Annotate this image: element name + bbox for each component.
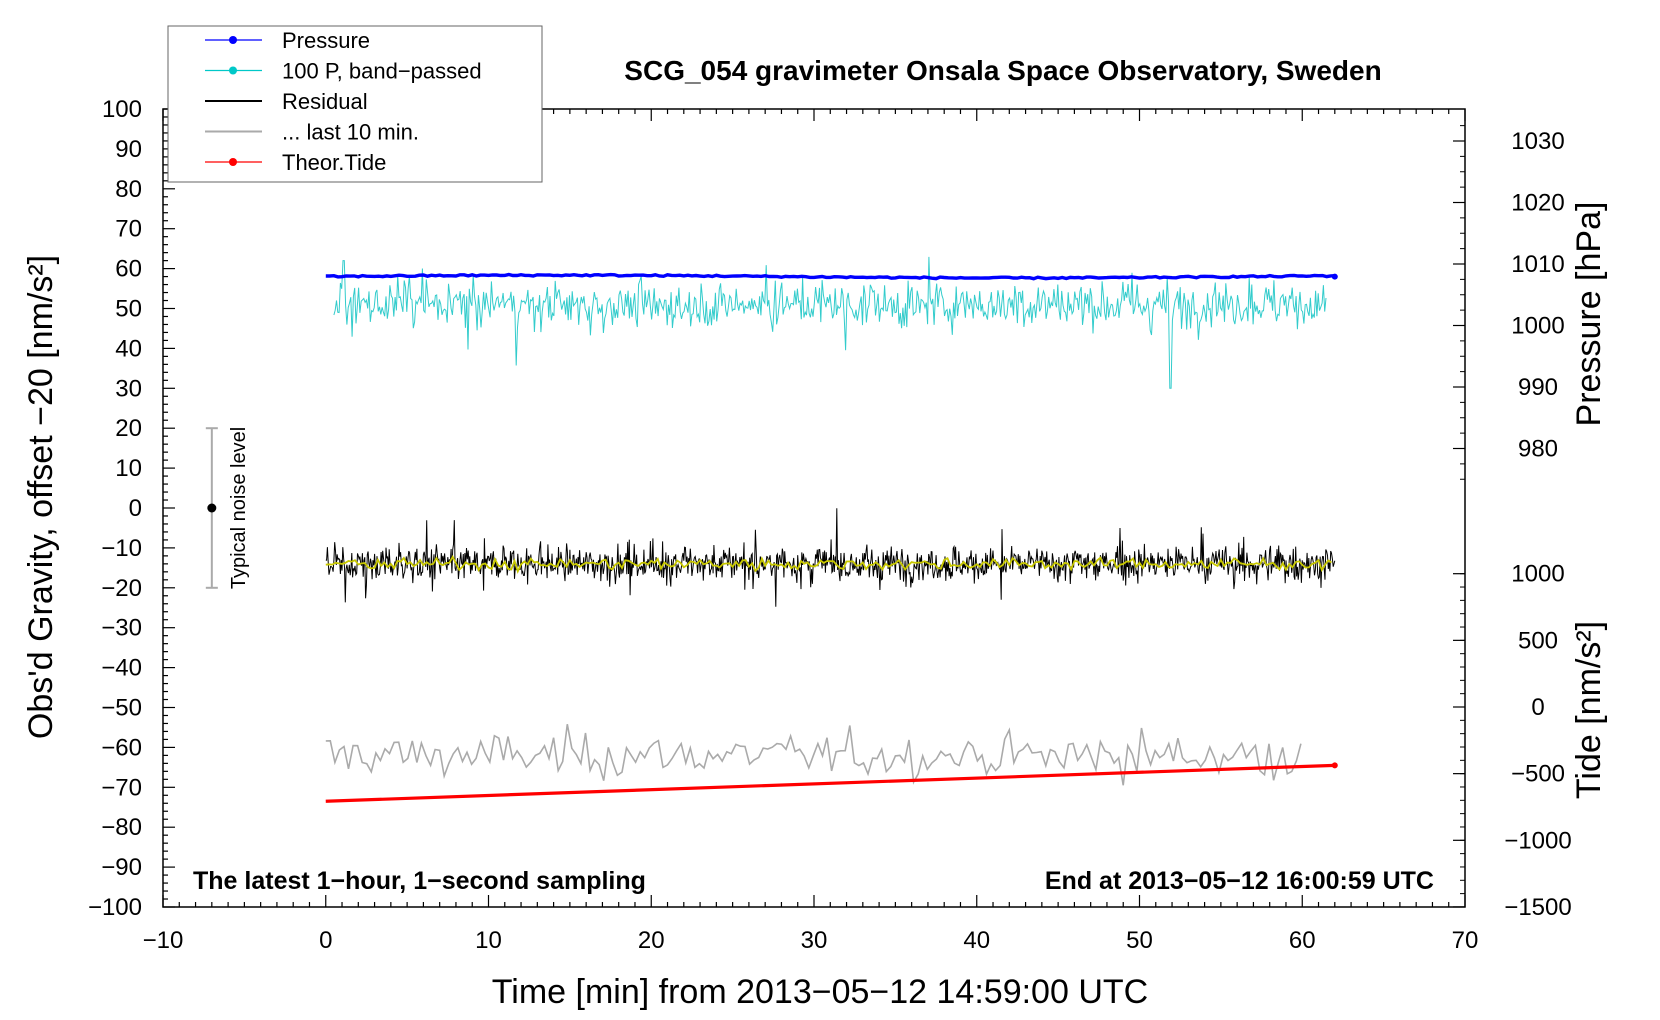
noise-level-label: Typical noise level — [228, 427, 250, 589]
y-left-tick-label: −100 — [88, 894, 142, 921]
tide-tick-label: 500 — [1518, 627, 1558, 654]
y-left-tick-label: 40 — [115, 335, 142, 362]
y-axis-tide-title: Tide [nm/s²] — [1570, 621, 1608, 799]
y-left-tick-label: −30 — [101, 615, 142, 642]
legend-entries: Pressure 100 P, band−passed Residual ... la… — [205, 28, 482, 175]
y-left-tick-label: 90 — [115, 136, 142, 163]
y-axis-pressure-title: Pressure [hPa] — [1570, 202, 1608, 427]
y-left-tick-label: −10 — [101, 535, 142, 562]
pressure-tick-label: 1010 — [1511, 251, 1564, 278]
series-theor-tide-end-point — [1331, 762, 1338, 769]
legend-label: ... last 10 min. — [282, 120, 419, 145]
legend-label: Theor.Tide — [282, 150, 386, 175]
y-left-tick-label: −40 — [101, 655, 142, 682]
y-left-tick-label: −50 — [101, 695, 142, 722]
y-left-tick-label: 70 — [115, 216, 142, 243]
sampling-annotation: The latest 1−hour, 1−second sampling — [193, 867, 646, 895]
tide-tick-label: 0 — [1531, 694, 1544, 721]
y-left-tick-label: 10 — [115, 455, 142, 482]
x-tick-label: −10 — [143, 927, 184, 954]
x-tick-label: 60 — [1289, 927, 1316, 954]
tide-tick-label: 1000 — [1511, 561, 1564, 588]
legend-marker — [229, 36, 237, 44]
x-tick-label: 10 — [475, 927, 502, 954]
series-pressure-line — [325, 272, 1335, 281]
legend-marker — [229, 158, 237, 166]
legend: Pressure 100 P, band−passed Residual ... la… — [167, 25, 543, 183]
chart-title: SCG_054 gravimeter Onsala Space Observat… — [624, 55, 1381, 86]
y-axis-left-title: Obs'd Gravity, offset −20 [nm/s²] — [22, 255, 60, 739]
y-left-tick-label: −80 — [101, 814, 142, 841]
tide-tick-label: −500 — [1511, 761, 1565, 788]
y-left-tick-label: 30 — [115, 375, 142, 402]
y-left-tick-label: 0 — [129, 495, 142, 522]
noise-bar-center-point — [207, 503, 217, 513]
y-left-tick-label: 50 — [115, 296, 142, 323]
series-band-passed-line — [333, 256, 1327, 389]
legend-label: 100 P, band−passed — [282, 59, 482, 84]
series-residual-line — [325, 508, 1336, 607]
plot-frame — [162, 108, 1466, 908]
pressure-tick-label: 1030 — [1511, 128, 1564, 155]
y-left-tick-label: −90 — [101, 854, 142, 881]
series-pressure-end-point — [1331, 273, 1338, 280]
y-left-tick-label: −60 — [101, 734, 142, 761]
x-axis-title: Time [min] from 2013−05−12 14:59:00 UTC — [492, 973, 1148, 1011]
legend-label: Residual — [282, 89, 368, 114]
x-tick-label: 0 — [319, 927, 332, 954]
pressure-tick-label: 1000 — [1511, 313, 1564, 340]
x-tick-label: 50 — [1126, 927, 1153, 954]
pressure-tick-label: 990 — [1518, 374, 1558, 401]
end-time-annotation: End at 2013−05−12 16:00:59 UTC — [1045, 867, 1434, 895]
series-theor-tide-line — [325, 763, 1335, 803]
tick-marks — [162, 108, 1466, 908]
y-left-tick-label: 100 — [102, 96, 142, 123]
x-tick-label: 70 — [1452, 927, 1479, 954]
y-left-tick-label: 60 — [115, 256, 142, 283]
y-left-tick-label: 20 — [115, 415, 142, 442]
x-tick-label: 40 — [963, 927, 990, 954]
series-last-10-min-line — [325, 724, 1302, 786]
tide-tick-label: −1500 — [1504, 894, 1571, 921]
series-residual-smoothed-line — [325, 554, 1332, 574]
legend-marker — [229, 66, 237, 75]
y-left-tick-label: −70 — [101, 774, 142, 801]
pressure-tick-label: 980 — [1518, 436, 1558, 463]
plot-area: −10 0 10 20 30 40 50 60 701009080706050403020100… — [88, 96, 1572, 954]
y-left-tick-label: −20 — [101, 575, 142, 602]
y-left-tick-label: 80 — [115, 176, 142, 203]
pressure-tick-label: 1020 — [1511, 190, 1564, 217]
x-tick-label: 20 — [638, 927, 665, 954]
legend-label: Pressure — [282, 28, 370, 53]
legend-box — [167, 25, 543, 183]
tide-tick-label: −1000 — [1504, 827, 1571, 854]
x-tick-label: 30 — [801, 927, 828, 954]
